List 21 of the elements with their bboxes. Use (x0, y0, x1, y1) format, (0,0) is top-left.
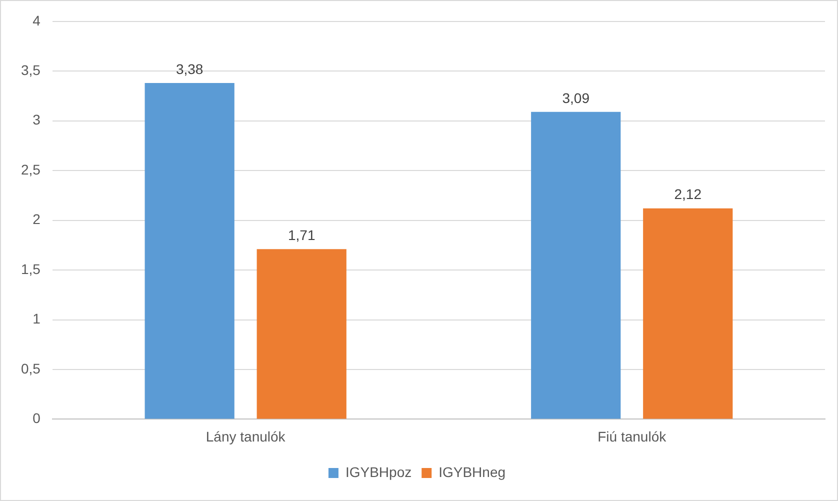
bar (531, 112, 621, 419)
y-tick-label: 3 (32, 112, 41, 128)
data-label: 3,38 (176, 60, 204, 77)
bar (144, 83, 234, 419)
y-tick-label: 1,5 (20, 260, 41, 277)
legend-label: IGYBHneg (438, 464, 506, 480)
y-tick-label: 0,5 (20, 360, 41, 376)
bar (256, 249, 346, 419)
y-tick-label: 4 (32, 12, 41, 28)
y-tick-label: 2 (32, 211, 41, 228)
data-label: 2,12 (674, 186, 702, 202)
x-tick-label: Fiú tanulók (598, 428, 668, 444)
y-tick-label: 3,5 (20, 62, 41, 78)
bar (643, 208, 733, 419)
legend-label: IGYBHpoz (345, 464, 412, 480)
data-label: 3,09 (562, 90, 590, 106)
y-tick-label: 1 (32, 310, 41, 327)
y-tick-label: 2,5 (20, 161, 41, 178)
x-tick-label: Lány tanulók (206, 428, 286, 444)
y-tick-label: 0 (32, 410, 41, 426)
data-label: 1,71 (288, 227, 316, 243)
